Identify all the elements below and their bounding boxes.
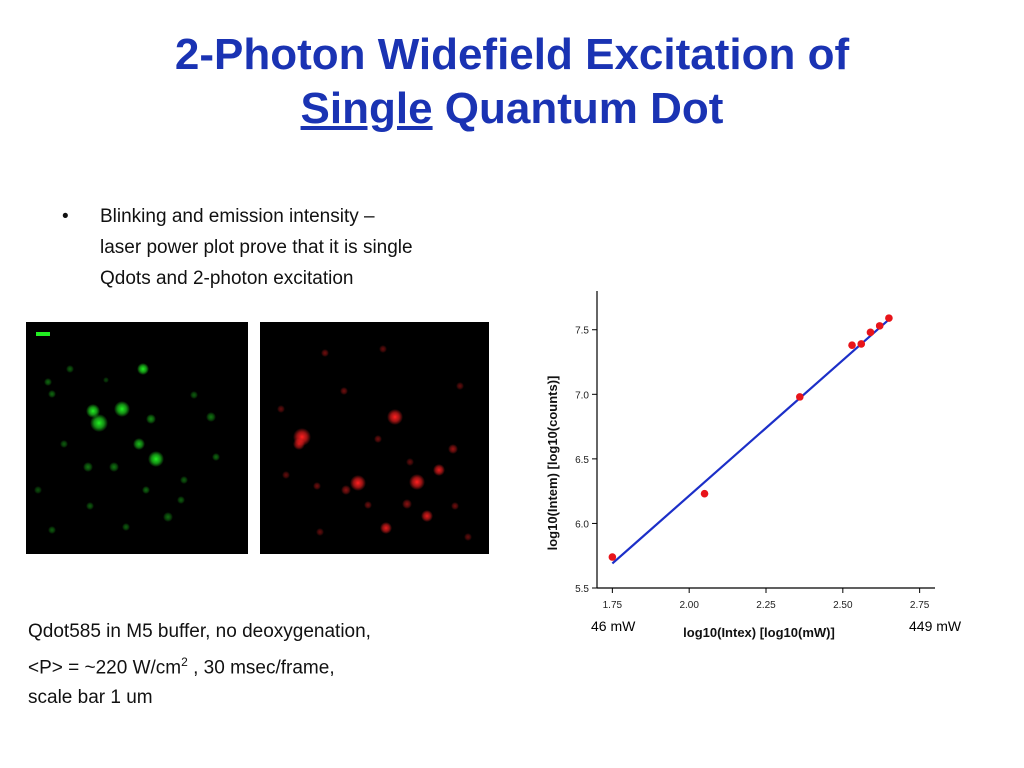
green-dot	[86, 502, 94, 510]
green-dot	[142, 486, 150, 494]
green-dot	[206, 412, 216, 422]
green-dot	[109, 462, 119, 472]
green-dot	[44, 378, 52, 386]
red-dot	[433, 464, 445, 476]
red-dot	[341, 485, 351, 495]
green-dot	[122, 523, 130, 531]
red-dot	[293, 438, 305, 450]
red-dot	[409, 474, 425, 490]
caption-line-2: <P> = ~220 W/cm2 , 30 msec/frame,	[28, 647, 371, 683]
green-dot	[137, 363, 149, 375]
x-tick-label: 2.25	[756, 600, 776, 611]
red-dot	[321, 349, 329, 357]
green-dot	[177, 496, 185, 504]
red-dot	[282, 471, 290, 479]
green-dot	[83, 462, 93, 472]
y-tick-label: 6.5	[575, 455, 589, 466]
red-dot	[456, 382, 464, 390]
figure-caption: Qdot585 in M5 buffer, no deoxygenation, …	[28, 617, 371, 713]
data-point	[796, 393, 804, 401]
data-point	[875, 322, 884, 330]
red-dot	[313, 482, 321, 490]
red-dot	[316, 528, 324, 536]
green-dot	[60, 440, 68, 448]
green-dot	[48, 390, 56, 398]
bullet-text: Blinking and emission intensity – laser …	[100, 201, 510, 294]
green-dot	[133, 438, 145, 450]
green-dot	[103, 377, 109, 383]
red-dots	[277, 345, 472, 541]
data-point	[866, 328, 875, 337]
red-dot	[380, 522, 392, 534]
green-dots	[34, 363, 220, 534]
green-channel-image	[26, 322, 248, 554]
caption-line-1: Qdot585 in M5 buffer, no deoxygenation,	[28, 621, 371, 642]
green-dot	[146, 414, 156, 424]
green-dot	[114, 401, 130, 417]
caption-superscript: 2	[181, 655, 188, 669]
title-line-2-rest: Quantum Dot	[432, 84, 724, 133]
data-point	[885, 314, 893, 322]
power-label-high: 449 mW	[909, 618, 962, 634]
intensity-power-plot: log10(Intem) [log10(counts)] log10(Intex…	[545, 291, 935, 640]
red-dot	[406, 458, 414, 466]
red-dot	[402, 499, 412, 509]
data-point	[848, 341, 856, 350]
red-dot	[340, 387, 348, 395]
red-dot	[387, 409, 403, 425]
red-dot	[277, 405, 285, 413]
green-dot	[48, 526, 56, 534]
title-single-word: Single	[300, 84, 433, 133]
title-line-1: 2-Photon Widefield Excitation of	[174, 30, 850, 79]
data-point	[608, 553, 617, 561]
data-point	[700, 489, 709, 498]
caption-line-3: scale bar 1 um	[28, 687, 153, 709]
red-dot	[364, 501, 372, 509]
title-line-2: Single Quantum Dot	[0, 82, 1024, 136]
caption-line-2b: , 30 msec/frame,	[187, 657, 335, 679]
y-tick-label: 5.5	[575, 584, 589, 595]
red-dot	[448, 444, 458, 454]
green-dot	[212, 453, 220, 461]
y-tick-label: 7.5	[575, 326, 589, 337]
red-dot	[451, 502, 459, 510]
bullet-symbol: •	[62, 206, 69, 227]
y-tick-label: 6.0	[575, 519, 589, 530]
y-axis-label: log10(Intem) [log10(counts)]	[545, 376, 560, 551]
green-dot	[180, 476, 188, 484]
green-dot	[90, 414, 108, 432]
red-dot	[379, 345, 387, 353]
red-dot	[464, 533, 472, 541]
bullet-line-3: Qdots and 2-photon excitation	[100, 268, 354, 289]
bullet-line-1: Blinking and emission intensity –	[100, 206, 375, 227]
slide-title: 2-Photon Widefield Excitation of Single …	[0, 28, 1024, 136]
x-tick-label: 2.00	[679, 600, 699, 611]
red-dot	[421, 510, 433, 522]
data-point	[857, 340, 866, 348]
red-channel-image	[260, 322, 489, 554]
green-dot	[163, 512, 173, 522]
green-dot	[34, 486, 42, 494]
power-label-low: 46 mW	[591, 618, 636, 634]
green-dot	[66, 365, 74, 373]
scale-bar	[36, 332, 50, 336]
x-axis-label: log10(Intex) [log10(mW)]	[683, 625, 835, 640]
green-dot	[148, 451, 164, 467]
bullet-line-2: laser power plot prove that it is single	[100, 237, 413, 258]
x-tick-label: 1.75	[603, 600, 623, 611]
red-dot	[374, 435, 382, 443]
x-tick-label: 2.75	[910, 600, 930, 611]
y-tick-label: 7.0	[575, 390, 589, 401]
x-tick-label: 2.50	[833, 600, 853, 611]
red-dot	[350, 475, 366, 491]
caption-line-2a: <P> = ~220 W/cm	[28, 657, 182, 679]
fit-line	[611, 316, 893, 565]
green-dot	[190, 391, 198, 399]
